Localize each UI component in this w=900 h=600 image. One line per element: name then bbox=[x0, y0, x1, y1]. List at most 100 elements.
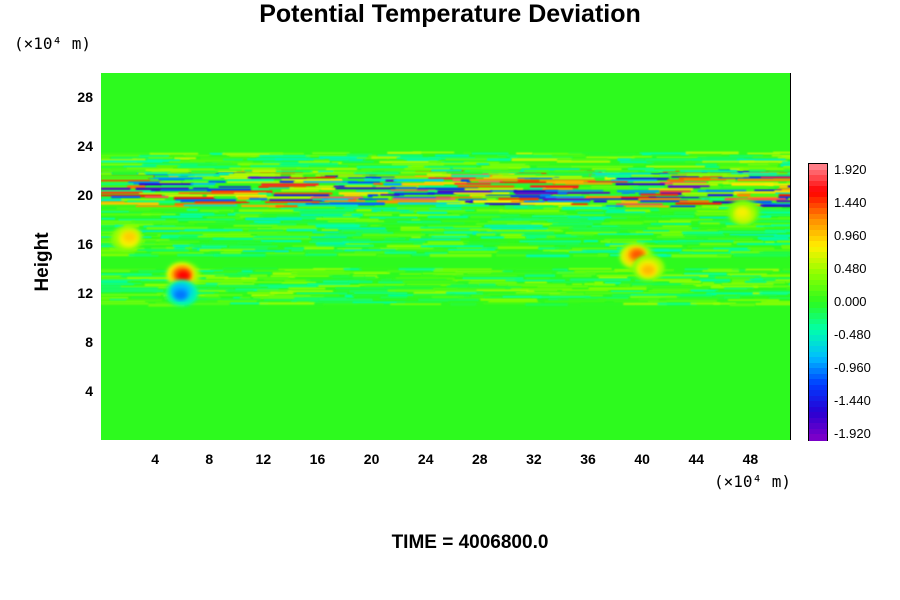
heatmap-streak bbox=[418, 298, 479, 302]
heatmap-streak bbox=[316, 217, 359, 220]
heatmap-streak bbox=[437, 275, 453, 278]
heatmap-streak bbox=[341, 163, 385, 166]
colorbar-segment bbox=[809, 274, 827, 281]
heatmap-streak bbox=[476, 209, 503, 212]
heatmap-streak bbox=[228, 173, 281, 177]
heatmap-streak bbox=[127, 280, 185, 284]
heatmap-streak bbox=[736, 236, 761, 239]
heatmap-streak bbox=[768, 163, 779, 166]
heatmap-streak bbox=[265, 254, 308, 257]
heatmap-streak bbox=[782, 247, 791, 249]
heatmap-streak bbox=[279, 162, 339, 166]
heatmap-streak bbox=[476, 291, 521, 294]
heatmap-streak bbox=[619, 161, 654, 164]
heatmap-streak bbox=[188, 288, 211, 291]
heatmap-streak bbox=[142, 245, 174, 248]
heatmap-streak bbox=[737, 178, 791, 182]
heatmap-streak bbox=[413, 242, 425, 246]
heatmap-streak bbox=[111, 167, 128, 171]
heatmap-streak bbox=[152, 222, 162, 225]
heatmap-streak bbox=[763, 226, 791, 229]
heatmap-streak bbox=[465, 203, 493, 206]
heatmap-streak bbox=[532, 215, 580, 218]
plot-right-edge bbox=[790, 73, 791, 440]
heatmap-streak bbox=[435, 204, 490, 208]
heatmap-streak bbox=[101, 251, 147, 255]
heatmap-streak bbox=[574, 270, 618, 273]
heatmap-streak bbox=[567, 216, 627, 219]
heatmap-streak bbox=[442, 220, 480, 223]
heatmap-streak bbox=[281, 281, 316, 284]
heatmap-streak bbox=[237, 272, 272, 274]
heatmap-streak bbox=[199, 298, 261, 301]
heatmap-blob bbox=[123, 231, 136, 242]
heatmap-streak bbox=[511, 288, 573, 290]
heatmap-streak bbox=[222, 207, 269, 210]
heatmap-streak bbox=[672, 183, 718, 187]
heatmap-streak bbox=[101, 201, 125, 204]
heatmap-streak bbox=[526, 277, 550, 280]
heatmap-streak bbox=[284, 247, 313, 250]
heatmap-streak bbox=[338, 192, 389, 195]
heatmap-streak bbox=[179, 213, 215, 216]
heatmap-streak bbox=[304, 246, 335, 250]
heatmap-streak bbox=[327, 220, 385, 223]
heatmap-streak bbox=[188, 175, 197, 178]
heatmap-streak bbox=[453, 192, 510, 195]
heatmap-streak bbox=[223, 227, 261, 231]
heatmap-streak bbox=[733, 191, 791, 194]
heatmap-streak bbox=[390, 189, 436, 192]
colorbar-segment bbox=[809, 318, 827, 325]
heatmap-streak bbox=[547, 200, 590, 203]
heatmap-streak bbox=[217, 163, 241, 166]
heatmap-streak bbox=[274, 192, 333, 195]
heatmap-streak bbox=[321, 188, 336, 191]
heatmap-streak bbox=[472, 231, 497, 235]
heatmap-streak bbox=[573, 230, 620, 232]
heatmap-streak bbox=[525, 163, 549, 166]
heatmap-streak bbox=[364, 178, 392, 182]
heatmap-streak bbox=[732, 269, 748, 272]
heatmap-streak bbox=[135, 205, 190, 208]
heatmap-streak bbox=[604, 170, 659, 173]
heatmap-blob bbox=[641, 265, 655, 276]
heatmap-streak bbox=[612, 294, 637, 297]
heatmap-streak bbox=[101, 182, 134, 186]
heatmap-streak bbox=[276, 170, 313, 173]
heatmap-streak bbox=[632, 283, 685, 286]
heatmap-streak bbox=[238, 209, 301, 213]
heatmap-streak bbox=[688, 154, 722, 157]
heatmap-streak bbox=[131, 220, 179, 224]
heatmap-streak bbox=[384, 169, 430, 172]
heatmap-streak bbox=[561, 228, 574, 231]
heatmap-streak bbox=[768, 285, 791, 288]
heatmap-streak bbox=[198, 207, 222, 211]
heatmap-streak bbox=[476, 163, 490, 165]
heatmap-streak bbox=[645, 215, 665, 218]
heatmap-streak bbox=[561, 206, 616, 210]
heatmap-streak bbox=[436, 200, 471, 204]
heatmap-streak bbox=[136, 230, 191, 233]
heatmap-streak bbox=[252, 237, 311, 240]
heatmap-streak bbox=[309, 165, 348, 168]
heatmap-streak bbox=[312, 152, 350, 155]
heatmap-streak bbox=[695, 277, 717, 280]
heatmap-streak bbox=[361, 168, 416, 171]
heatmap-streak bbox=[416, 211, 448, 214]
heatmap-streak bbox=[431, 296, 464, 299]
heatmap-streak bbox=[123, 224, 139, 228]
heatmap-streak bbox=[525, 303, 568, 306]
heatmap-streak bbox=[578, 187, 634, 190]
heatmap-streak bbox=[201, 243, 243, 246]
heatmap-streak bbox=[475, 156, 507, 159]
heatmap-streak bbox=[516, 152, 533, 155]
heatmap-streak bbox=[787, 185, 791, 188]
heatmap-streak bbox=[446, 285, 468, 288]
colorbar-segment bbox=[809, 279, 827, 287]
heatmap-streak bbox=[384, 163, 394, 166]
heatmap-streak bbox=[151, 209, 186, 212]
heatmap-streak bbox=[287, 203, 312, 206]
heatmap-streak bbox=[101, 175, 154, 179]
colorbar-segment bbox=[809, 406, 827, 413]
heatmap-streak bbox=[265, 252, 305, 256]
